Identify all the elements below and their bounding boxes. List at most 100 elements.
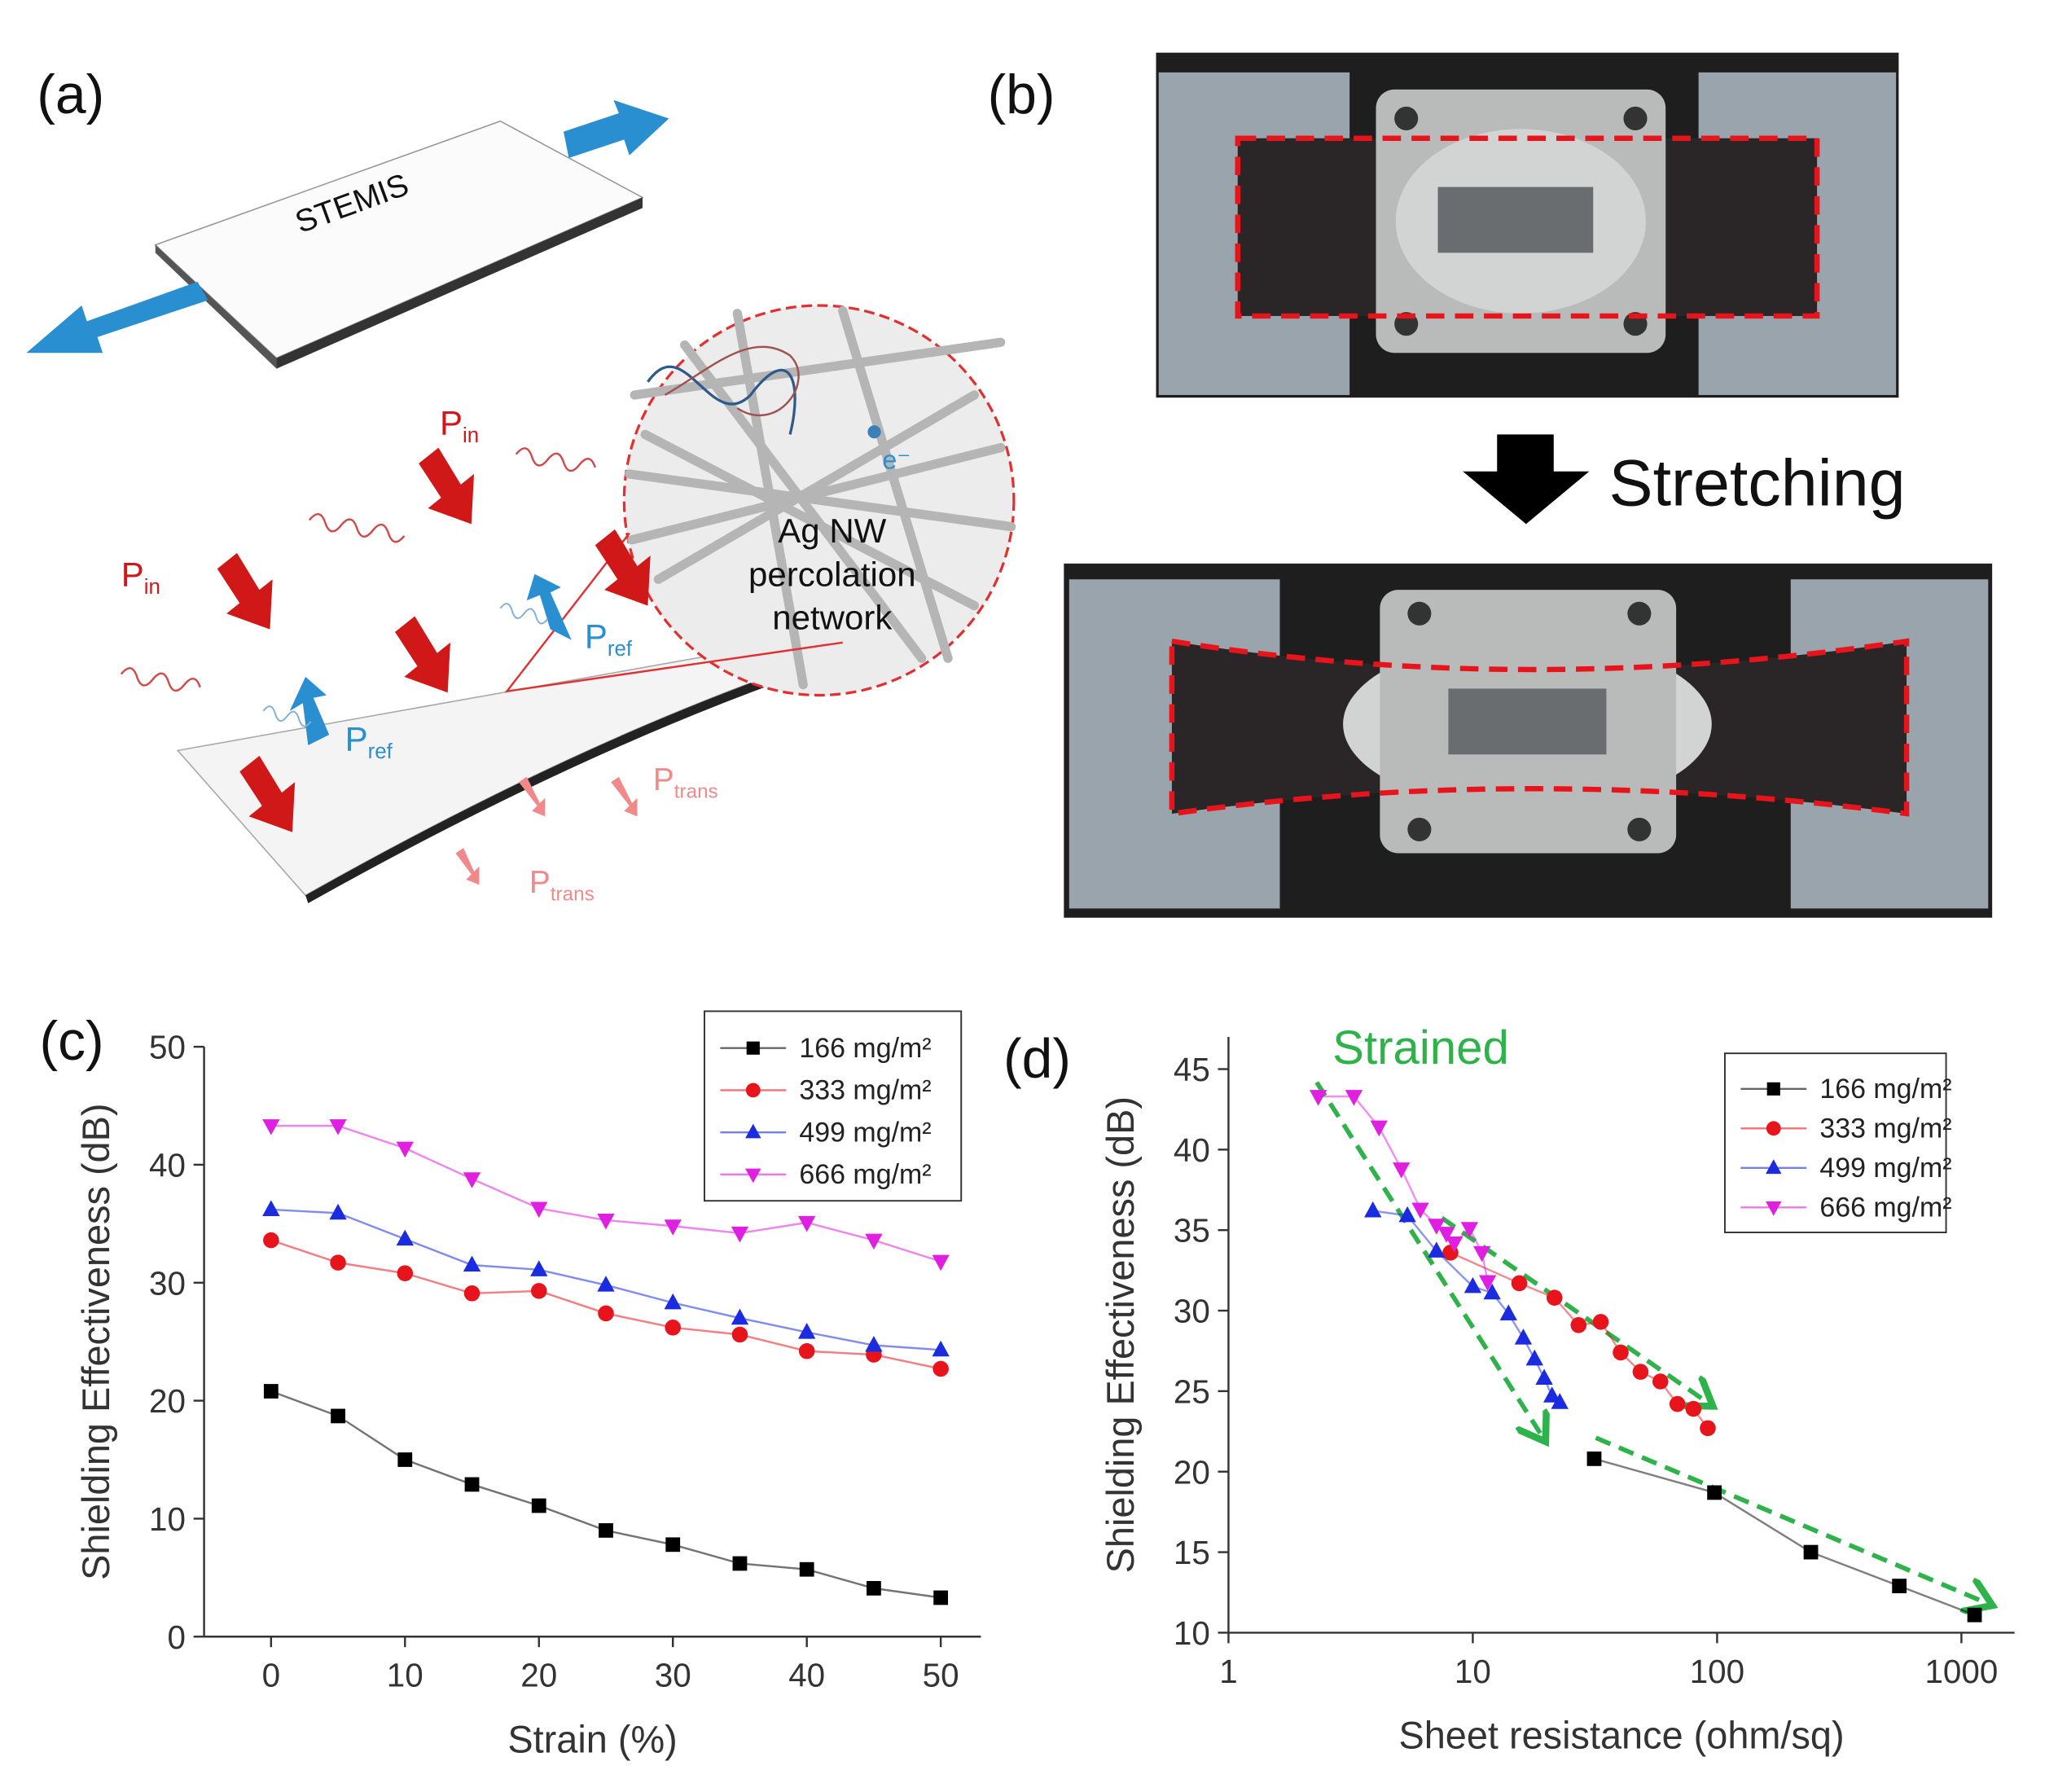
- marker: [1551, 1393, 1569, 1409]
- series-line: [1594, 1457, 1975, 1616]
- marker: [1364, 1201, 1382, 1218]
- outline: [1169, 638, 1910, 817]
- marker: [1483, 1283, 1501, 1300]
- marker: [664, 1219, 682, 1236]
- series-line: [270, 1390, 941, 1599]
- marker: [664, 1293, 682, 1310]
- legend-label: 333 mg/m²: [1819, 1113, 1951, 1144]
- aperture: [1448, 688, 1607, 755]
- marker: [1411, 1202, 1429, 1219]
- inset-label: Ag NW percolation network: [748, 512, 916, 637]
- marker: [731, 1308, 749, 1325]
- marker: [397, 1452, 413, 1467]
- incident-label: Pin: [440, 403, 479, 447]
- x-tick-label: 20: [520, 1657, 557, 1694]
- marker: [932, 1254, 950, 1272]
- illustration: STEMIS e⁻ Ag NW percolation network: [26, 99, 1016, 906]
- marker: [530, 1201, 548, 1219]
- marker: [531, 1498, 546, 1513]
- marker: [329, 1119, 347, 1135]
- y-tick-label: 30: [149, 1264, 186, 1302]
- transmitted-label: Ptrans: [653, 762, 718, 803]
- panel-label: (d): [1003, 1028, 1071, 1089]
- marker: [1460, 1222, 1479, 1238]
- x-tick-label: 50: [923, 1657, 959, 1694]
- x-tick-label: 0: [262, 1657, 280, 1694]
- reflected-label: Pref: [585, 617, 633, 661]
- legend-label: 166 mg/m²: [799, 1033, 931, 1064]
- marker: [1525, 1349, 1543, 1366]
- marker: [1428, 1241, 1446, 1258]
- photo-before: [1156, 52, 1899, 398]
- reflected-arrows: [289, 573, 572, 745]
- series-line: [270, 1239, 941, 1370]
- marker: [1345, 1090, 1363, 1106]
- marker: [597, 1276, 615, 1292]
- x-axis-label: Sheet resistance (ohm/sq): [1398, 1715, 1844, 1757]
- electron-label: e⁻: [882, 445, 911, 474]
- marker: [1393, 1162, 1411, 1179]
- marker: [331, 1408, 345, 1424]
- inset-label-line: Ag NW: [778, 512, 886, 550]
- marker: [397, 1265, 414, 1281]
- aperture: [1437, 187, 1594, 253]
- y-axis-label: Shielding Effectiveness (dB): [1099, 1096, 1142, 1573]
- y-tick-label: 10: [149, 1500, 186, 1538]
- nanowires: [625, 305, 1016, 690]
- marker: [798, 1323, 816, 1339]
- marker: [865, 1233, 883, 1250]
- marker: [1700, 1420, 1716, 1437]
- marker: [1472, 1245, 1491, 1263]
- x-tick-label: 30: [655, 1657, 691, 1694]
- marker: [867, 1580, 881, 1596]
- slab-edge: [155, 244, 277, 369]
- marker: [1570, 1317, 1587, 1333]
- transmitted-arrows: [455, 776, 638, 885]
- marker: [1499, 1304, 1517, 1320]
- legend-label: 666 mg/m²: [799, 1159, 931, 1190]
- marker: [1543, 1386, 1561, 1403]
- marker: [798, 1342, 815, 1359]
- wave: [647, 365, 796, 435]
- outline: [1235, 135, 1820, 319]
- legend-label: 499 mg/m²: [1819, 1153, 1951, 1184]
- marker: [263, 1384, 279, 1399]
- stretch-arrow: [26, 281, 208, 354]
- marker: [1546, 1289, 1563, 1306]
- marker: [599, 1523, 613, 1538]
- marker: [463, 1285, 480, 1302]
- marker: [1707, 1485, 1722, 1500]
- marker: [731, 1326, 748, 1343]
- legend-marker: [1766, 1121, 1781, 1136]
- photo-after: [1064, 563, 1993, 918]
- inset-pointer: [504, 532, 843, 693]
- marker: [1514, 1329, 1533, 1345]
- marker: [1685, 1400, 1702, 1417]
- marker: [262, 1200, 280, 1216]
- marker: [1511, 1275, 1528, 1292]
- marker: [732, 1556, 748, 1571]
- marker: [1632, 1364, 1649, 1380]
- x-tick-label: 1: [1219, 1653, 1237, 1690]
- incident-label: Pin Pin: [121, 403, 479, 599]
- legend-label: 499 mg/m²: [799, 1117, 931, 1148]
- marker: [1892, 1579, 1907, 1593]
- transmitted-label: Ptrans: [529, 865, 595, 906]
- annotation: Strained: [1332, 1021, 1509, 1074]
- waves: [120, 447, 596, 692]
- x-tick-label: 100: [1690, 1653, 1744, 1690]
- legend-marker: [1766, 1159, 1782, 1175]
- marker: [865, 1335, 883, 1352]
- y-tick-label: 0: [167, 1619, 185, 1656]
- stretch-arrow: [563, 99, 669, 158]
- legend-marker: [745, 1168, 761, 1184]
- wave: [664, 345, 800, 417]
- marker: [1652, 1373, 1669, 1390]
- legend-label: 666 mg/m²: [1819, 1192, 1951, 1223]
- legend-marker: [1766, 1082, 1780, 1096]
- marker: [463, 1172, 481, 1188]
- y-tick-label: 40: [1174, 1131, 1210, 1169]
- marker: [731, 1226, 749, 1243]
- marker: [464, 1477, 480, 1492]
